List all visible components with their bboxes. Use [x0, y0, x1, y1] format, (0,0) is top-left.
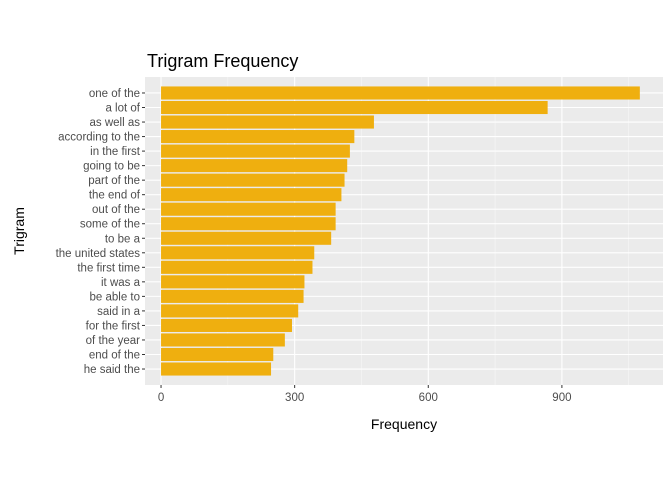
- bar: [161, 144, 350, 158]
- chart-title: Trigram Frequency: [147, 51, 298, 71]
- bar: [161, 231, 332, 245]
- bar: [161, 159, 348, 173]
- bar: [161, 202, 336, 216]
- bar: [161, 246, 315, 260]
- y-tick-label: part of the: [88, 175, 140, 187]
- bar: [161, 130, 355, 144]
- y-tick-label: in the first: [90, 146, 141, 158]
- bar: [161, 217, 336, 231]
- y-tick-label: said in a: [97, 306, 140, 318]
- bar: [161, 318, 292, 332]
- y-tick-label: end of the: [89, 349, 140, 361]
- y-tick-label: the first time: [77, 262, 140, 274]
- x-tick-label: 300: [285, 392, 304, 404]
- bar: [161, 188, 342, 202]
- y-tick-label: for the first: [86, 320, 141, 332]
- y-tick-label: it was a: [101, 277, 141, 289]
- x-axis-title: Frequency: [371, 416, 437, 432]
- x-tick-label: 600: [419, 392, 438, 404]
- y-tick-label: the united states: [56, 248, 141, 260]
- x-tick-label: 0: [158, 392, 164, 404]
- y-tick-label: going to be: [83, 161, 140, 173]
- y-axis-title: Trigram: [11, 207, 27, 255]
- bar: [161, 333, 285, 347]
- y-tick-label: one of the: [89, 88, 140, 100]
- y-tick-label: some of the: [80, 219, 140, 231]
- y-tick-label: of the year: [86, 335, 141, 347]
- bar: [161, 304, 299, 318]
- y-tick-label: the end of: [89, 190, 141, 202]
- y-tick-label: a lot of: [105, 103, 140, 115]
- bar: [161, 289, 304, 303]
- bar: [161, 362, 272, 376]
- y-tick-label: be able to: [89, 291, 140, 303]
- bar: [161, 275, 305, 289]
- y-tick-label: as well as: [90, 117, 141, 129]
- bar: [161, 260, 313, 274]
- bar: [161, 86, 640, 100]
- bar: [161, 100, 548, 115]
- y-tick-label: to be a: [105, 233, 141, 245]
- y-tick-label: he said the: [84, 364, 140, 376]
- bar: [161, 115, 374, 129]
- y-tick-label: according to the: [58, 132, 140, 144]
- x-tick-label: 900: [552, 392, 571, 404]
- y-tick-label: out of the: [92, 204, 140, 216]
- bar: [161, 347, 274, 362]
- bar: [161, 173, 345, 187]
